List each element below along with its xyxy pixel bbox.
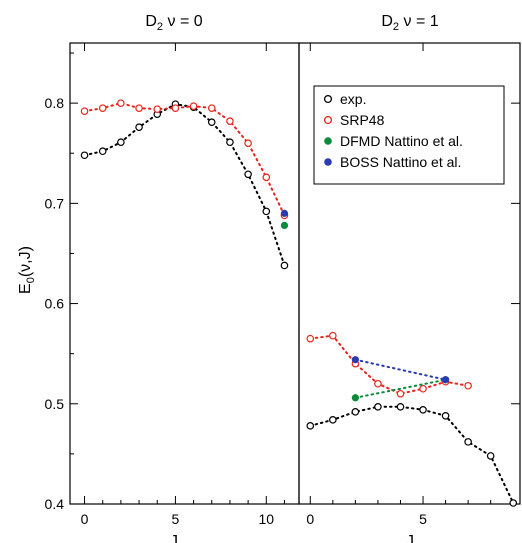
x-axis-label-left: J xyxy=(170,533,178,543)
data-point-srp48 xyxy=(135,104,143,112)
legend-marker xyxy=(324,137,332,145)
plot-frame-right xyxy=(298,42,521,505)
legend-marker xyxy=(323,115,333,125)
x-tick-label: 0 xyxy=(306,511,314,527)
data-point-exp xyxy=(419,405,427,414)
plot-frame-left xyxy=(69,42,300,505)
data-point-srp48 xyxy=(117,99,125,107)
data-point-boss xyxy=(351,356,359,364)
legend-label: BOSS Nattino et al. xyxy=(340,154,461,170)
series-line-exp xyxy=(309,405,515,504)
legend-label: DFMD Nattino et al. xyxy=(340,133,463,149)
y-axis-label: E0(ν,J) xyxy=(17,246,37,294)
data-point-srp48 xyxy=(226,117,234,125)
data-point-exp xyxy=(441,412,450,420)
data-point-srp48 xyxy=(306,334,315,343)
legend-label: exp. xyxy=(340,91,366,107)
panel-title-left: D2 ν = 0 xyxy=(145,13,202,33)
data-point-srp48 xyxy=(207,104,216,112)
y-tick-label: 0.8 xyxy=(45,95,65,111)
data-point-srp48 xyxy=(396,389,405,398)
data-point-exp xyxy=(135,123,143,131)
panel-title-right: D2 ν = 1 xyxy=(381,13,438,33)
data-point-exp xyxy=(486,452,495,460)
series-line-exp xyxy=(83,103,286,267)
data-point-exp xyxy=(464,438,472,446)
series-line-boss xyxy=(354,358,447,381)
data-point-srp48 xyxy=(171,104,180,112)
data-point-srp48 xyxy=(262,173,271,182)
legend: exp. SRP48 DFMD Nattino et al. BOSS Nattino… xyxy=(313,85,505,185)
legend-marker xyxy=(323,94,333,104)
x-tick-label: 0 xyxy=(81,511,89,527)
data-point-exp xyxy=(207,118,216,126)
data-point-exp xyxy=(244,170,252,179)
data-point-exp xyxy=(396,402,405,411)
data-point-srp48 xyxy=(329,331,337,340)
series-line-dfmd xyxy=(354,378,447,399)
data-point-exp xyxy=(280,261,289,270)
y-tick-label: 0.4 xyxy=(45,496,65,512)
legend-label: SRP48 xyxy=(340,112,385,128)
data-point-exp xyxy=(226,138,234,147)
data-point-exp xyxy=(351,407,360,416)
y-tick-label: 0.6 xyxy=(45,296,65,312)
data-point-exp xyxy=(262,207,271,216)
data-point-srp48 xyxy=(419,384,427,393)
y-tick-label: 0.5 xyxy=(45,396,65,412)
data-point-exp xyxy=(117,138,125,147)
data-point-dfmd xyxy=(351,394,359,402)
data-point-srp48 xyxy=(153,105,162,113)
data-point-srp48 xyxy=(80,107,89,115)
legend-box xyxy=(313,85,505,185)
data-point-boss xyxy=(280,209,289,217)
data-point-boss xyxy=(441,376,450,384)
data-point-srp48 xyxy=(374,379,382,388)
x-tick-label: 10 xyxy=(258,511,274,527)
data-point-exp xyxy=(374,402,382,411)
data-point-srp48 xyxy=(464,381,472,390)
data-point-exp xyxy=(306,422,315,430)
data-point-exp xyxy=(509,499,518,507)
x-tick-label: 5 xyxy=(419,511,427,527)
data-point-srp48 xyxy=(98,104,107,112)
series-line-srp48 xyxy=(309,334,470,395)
x-axis-label-right: J xyxy=(406,533,414,543)
data-point-exp xyxy=(98,147,107,156)
y-tick-label: 0.7 xyxy=(45,195,65,211)
axes-layer: 0.4 0.5 0.6 0.7 0.8 0 5 10 0 5 xyxy=(45,43,520,527)
data-point-srp48 xyxy=(244,139,252,148)
data-point-dfmd xyxy=(280,221,289,229)
data-point-exp xyxy=(80,151,89,160)
x-tick-label: 5 xyxy=(172,511,180,527)
legend-marker xyxy=(324,158,332,166)
series-layer xyxy=(80,99,518,507)
series-line-srp48 xyxy=(83,102,286,217)
data-point-exp xyxy=(329,416,337,424)
data-point-srp48 xyxy=(189,102,198,110)
